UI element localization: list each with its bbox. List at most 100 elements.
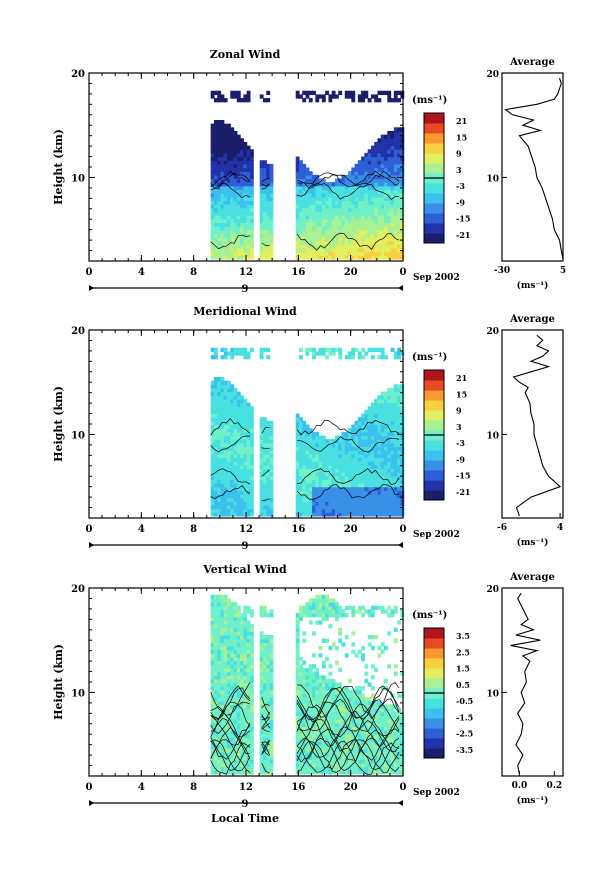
colorbar-swatch: [424, 738, 444, 749]
colorbar-tick-label: 1.5: [456, 664, 470, 674]
date-label: Sep 2002: [413, 273, 460, 283]
colorbar-swatch: [424, 213, 444, 224]
colorbar-swatch: [424, 728, 444, 739]
colorbar-swatch: [424, 163, 444, 174]
colorbar-swatch: [424, 668, 444, 679]
y-axis-label: Height (km): [52, 644, 65, 720]
x-tick-label: 8: [190, 267, 197, 278]
contour-line: [210, 699, 400, 732]
y-tick-label: 10: [71, 173, 85, 184]
colorbar-swatch: [424, 470, 444, 481]
colorbar-tick-label: 2.5: [456, 647, 470, 657]
colorbar-swatch: [424, 460, 444, 471]
colorbar-swatch: [424, 440, 444, 451]
contour-line: [210, 182, 400, 200]
contour-line: [210, 435, 400, 453]
profile-y-tick-label: 20: [486, 585, 499, 595]
colorbar-swatch: [424, 233, 444, 244]
profile-title: Average: [509, 572, 555, 583]
colorbar-unit: (ms⁻¹): [412, 610, 447, 621]
average-profile: Average 20 10 -6 4 (ms⁻¹): [486, 314, 564, 548]
colorbar-tick-label: -3.5: [456, 745, 473, 755]
date-label: Sep 2002: [413, 788, 460, 798]
colorbar-tick-label: -3: [456, 181, 465, 191]
date-label: Sep 2002: [413, 530, 460, 540]
x-tick-label: 16: [291, 524, 305, 535]
colorbar-swatch: [424, 628, 444, 639]
colorbar-unit: (ms⁻¹): [412, 95, 447, 106]
profile-unit-label: (ms⁻¹): [517, 537, 549, 548]
y-tick-label: 10: [71, 688, 85, 699]
day-bar-start: [89, 542, 94, 548]
contour-line: [210, 739, 400, 774]
colorbar-swatch: [424, 420, 444, 431]
y-tick-label: 10: [71, 430, 85, 441]
contour-line: [210, 710, 400, 748]
colorbar-swatch: [424, 370, 444, 381]
colorbar-swatch: [424, 193, 444, 204]
time-axis-label: Local Time: [211, 812, 279, 825]
colorbar-tick-label: -2.5: [456, 729, 473, 739]
colorbar-tick-label: -21: [456, 487, 470, 497]
profile-y-tick-label: 10: [486, 174, 499, 184]
contour-line: [210, 483, 400, 501]
colorbar-swatch: [424, 490, 444, 501]
profile-frame: [501, 72, 564, 262]
colorbar-tick-label: -9: [456, 197, 465, 207]
colorbar-swatch: [424, 658, 444, 669]
x-tick-label: 12: [239, 524, 253, 535]
colorbar-swatch: [424, 123, 444, 134]
colorbar-tick-label: 15: [456, 132, 467, 142]
y-tick-label: 20: [71, 69, 85, 80]
y-tick-label: 20: [71, 584, 85, 595]
panel-1: Meridional Wind 0 4 8 12 16 20 0 20 10 Height (km)…: [52, 305, 564, 552]
day-bar-start: [89, 800, 94, 806]
panel-title: Meridional Wind: [193, 305, 297, 318]
colorbar-swatch: [424, 223, 444, 234]
profile-line: [504, 78, 564, 260]
colorbar-tick-label: -15: [456, 471, 470, 481]
colorbar-tick-label: 21: [456, 116, 467, 126]
colorbar-swatch: [424, 698, 444, 709]
colorbar: (ms⁻¹) 3.5 2.5 1.5 0.5 -0.5 -1.5 -2.5 -3.5: [412, 610, 473, 759]
colorbar-tick-label: 0.5: [456, 680, 470, 690]
day-marker: 9: [242, 541, 249, 552]
x-tick-label: 4: [138, 782, 145, 793]
profile-line: [512, 334, 562, 517]
x-tick-label: 16: [291, 267, 305, 278]
colorbar-swatch: [424, 410, 444, 421]
colorbar-tick-label: -15: [456, 214, 470, 224]
x-tick-label: 12: [239, 267, 253, 278]
heatmap-field: [210, 594, 405, 776]
x-tick-label: 16: [291, 782, 305, 793]
colorbar-tick-label: -1.5: [456, 712, 473, 722]
profile-x-tick-label: -30: [494, 266, 510, 276]
x-tick-label: 12: [239, 782, 253, 793]
colorbar-swatch: [424, 203, 444, 214]
profile-x-tick-label: 5: [560, 266, 566, 276]
profile-unit-label: (ms⁻¹): [517, 280, 549, 291]
contour-line: [210, 682, 400, 719]
contour-line: [210, 170, 400, 188]
profile-title: Average: [509, 57, 555, 68]
colorbar-swatch: [424, 153, 444, 164]
heatmap-field: [210, 347, 405, 517]
colorbar-swatch: [424, 748, 444, 759]
day-bar-end: [398, 800, 403, 806]
average-profile: Average 20 10 0.0 0.2 (ms⁻¹): [486, 572, 564, 806]
profile-x-tick-label: 4: [557, 523, 563, 533]
profile-frame: [501, 587, 564, 777]
contour-line: [210, 698, 400, 734]
panel-title: Zonal Wind: [210, 48, 281, 61]
x-tick-label: 20: [344, 524, 358, 535]
panel-0: Zonal Wind 0 4 8 12 16 20 0 20 10 Height (km) 9 Sep …: [52, 48, 566, 295]
colorbar-swatch: [424, 450, 444, 461]
heatmap-field: [210, 90, 405, 260]
panel-title: Vertical Wind: [202, 563, 287, 576]
colorbar-tick-label: -0.5: [456, 696, 473, 706]
x-tick-label: 0: [400, 782, 407, 793]
colorbar-tick-label: -9: [456, 454, 465, 464]
x-tick-label: 4: [138, 524, 145, 535]
x-tick-label: 4: [138, 267, 145, 278]
x-tick-label: 0: [400, 267, 407, 278]
